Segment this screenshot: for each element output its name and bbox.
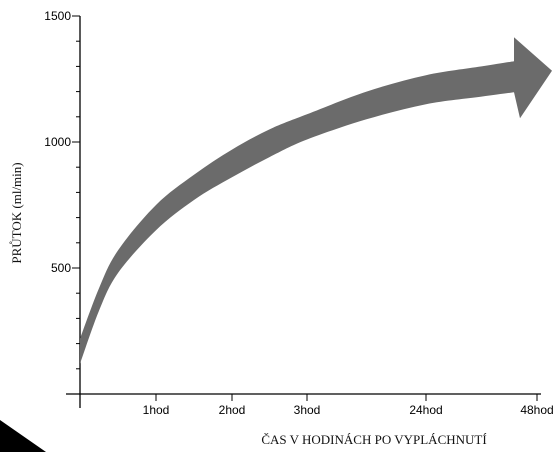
x-tick-label: 2hod bbox=[219, 403, 246, 417]
y-tick-label: 500 bbox=[51, 261, 71, 275]
x-tick-label: 3hod bbox=[294, 403, 321, 417]
x-tick-label: 48hod bbox=[520, 403, 553, 417]
flow-band-arrow bbox=[80, 37, 552, 364]
x-axis-label: ČAS V HODINÁCH PO VYPLÁCHNUTÍ bbox=[261, 432, 486, 447]
y-axis-label: PRŮTOK (ml/min) bbox=[9, 162, 24, 263]
y-tick-label: 1500 bbox=[44, 9, 71, 23]
x-tick-label: 1hod bbox=[143, 403, 170, 417]
flow-band bbox=[80, 37, 552, 364]
y-tick-label: 1000 bbox=[44, 135, 71, 149]
x-tick-label: 24hod bbox=[409, 403, 442, 417]
y-ticks: 500 1000 1500 bbox=[44, 9, 80, 370]
corner-triangle-decoration bbox=[0, 420, 46, 452]
x-ticks: 1hod 2hod 3hod 24hod 48hod bbox=[143, 394, 554, 417]
